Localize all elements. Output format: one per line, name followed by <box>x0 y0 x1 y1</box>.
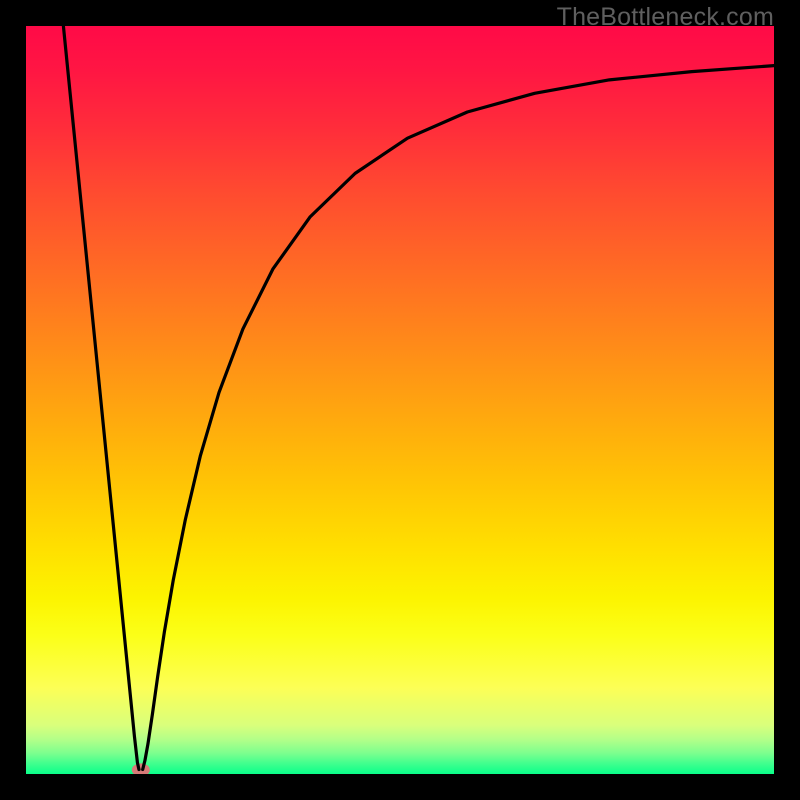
plot-area <box>26 26 774 774</box>
curve-right-branch <box>143 66 774 770</box>
curve-layer <box>26 26 774 774</box>
dip-marker <box>132 763 150 774</box>
curve-left-branch <box>63 26 139 770</box>
chart-stage: TheBottleneck.com <box>0 0 800 800</box>
